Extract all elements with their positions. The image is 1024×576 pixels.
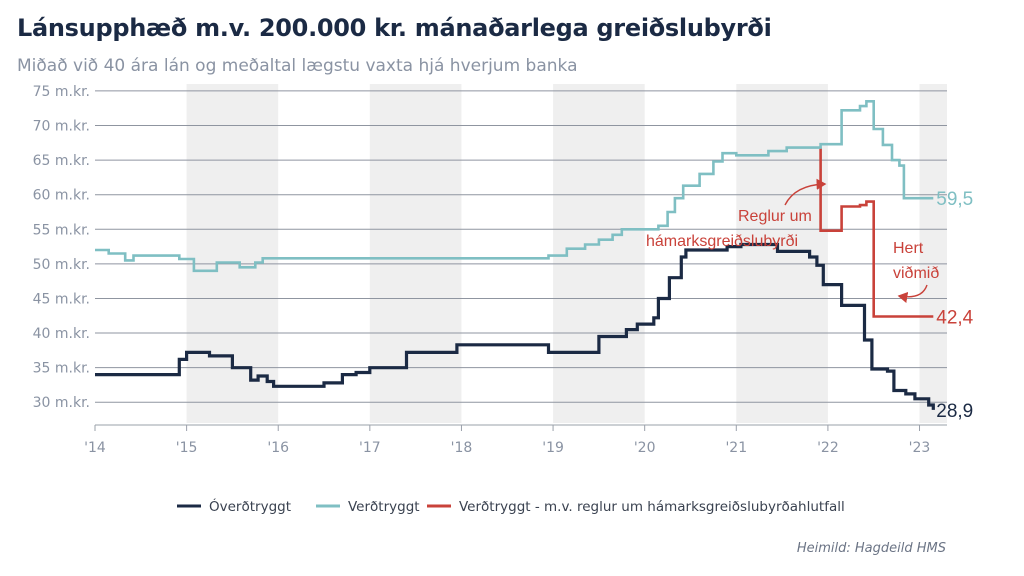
x-tick-label: '23 — [909, 440, 931, 456]
x-tick-label: '21 — [725, 440, 747, 456]
x-tick-label: '18 — [451, 440, 473, 456]
end-label-verdtryggt-reglur: 42,4 — [936, 307, 973, 328]
series-line-overdtryggt — [95, 242, 935, 410]
series-lines — [95, 100, 935, 410]
legend-label-verdtryggt: Verðtryggt — [348, 499, 420, 515]
y-tick-label: 70 m.kr. — [33, 119, 90, 135]
shaded-band-2017 — [369, 84, 462, 423]
series-line-verdtryggt-reglur — [819, 147, 934, 318]
annotations: Reglur um hámarksgreiðslubyrði Hert viðmið — [646, 178, 939, 303]
series-line-verdtryggt — [95, 100, 934, 273]
source-note: Heimild: Hagdeild HMS — [796, 541, 946, 556]
x-tick-label: '17 — [359, 440, 381, 456]
end-label-verdtryggt: 59,5 — [936, 189, 973, 210]
annotation-reglur-arrow — [784, 178, 827, 206]
x-tick-label: '15 — [176, 440, 198, 456]
y-tick-label: 30 m.kr. — [33, 395, 90, 411]
y-tick-label: 75 m.kr. — [33, 84, 90, 100]
end-label-overdtryggt: 28,9 — [936, 401, 973, 422]
annotation-hert-line1: Hert — [893, 240, 924, 257]
x-tick-label: '14 — [84, 440, 106, 456]
x-tick-label: '20 — [634, 440, 656, 456]
chart-title: Lánsupphæð m.v. 200.000 kr. mánaðarlega … — [17, 14, 772, 42]
annotation-hert-line2: viðmið — [893, 265, 939, 282]
shaded-band-2019 — [553, 84, 645, 423]
shaded-band-2023 — [919, 84, 947, 423]
end-labels: 59,5 28,9 42,4 — [936, 189, 973, 422]
y-tick-label: 35 m.kr. — [33, 361, 90, 377]
y-axis-ticks: 75 m.kr. 70 m.kr. 65 m.kr. 60 m.kr. 55 m.kr.… — [33, 84, 90, 411]
x-tick-label: '19 — [542, 440, 564, 456]
y-tick-label: 50 m.kr. — [33, 257, 90, 273]
annotation-reglur-line1: Reglur um — [738, 208, 812, 225]
chart-subtitle: Miðað við 40 ára lán og meðaltal lægstu … — [17, 56, 578, 76]
x-tick-label: '22 — [817, 440, 839, 456]
shaded-band-2021 — [736, 84, 828, 423]
x-axis: '14 '15 '16 '17 '18 '19 '20 '21 '22 '23 — [84, 424, 947, 456]
annotation-reglur-line2: hámarksgreiðslubyrði — [646, 233, 798, 250]
y-tick-label: 65 m.kr. — [33, 153, 90, 169]
legend: Óverðtryggt Verðtryggt Verðtryggt - m.v. r… — [177, 497, 845, 515]
annotation-hert-arrow — [897, 284, 928, 303]
legend-label-verdtryggt-reglur: Verðtryggt - m.v. reglur um hámarksgreið… — [459, 499, 845, 515]
shaded-year-bands — [186, 84, 947, 423]
x-tick-label: '16 — [267, 440, 289, 456]
gridlines — [95, 90, 947, 403]
y-tick-label: 55 m.kr. — [33, 222, 90, 238]
y-tick-label: 40 m.kr. — [33, 326, 90, 342]
y-tick-label: 45 m.kr. — [33, 291, 90, 307]
y-tick-label: 60 m.kr. — [33, 188, 90, 204]
shaded-band-2015 — [186, 84, 279, 423]
legend-label-overdtryggt: Óverðtryggt — [209, 497, 291, 515]
